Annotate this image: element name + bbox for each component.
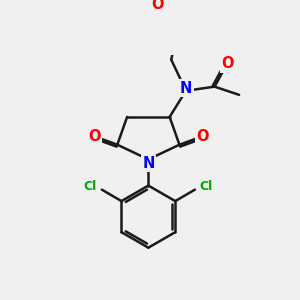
Text: O: O (151, 0, 164, 12)
Text: O: O (88, 129, 101, 144)
Text: N: N (180, 81, 192, 96)
Text: Cl: Cl (84, 180, 97, 193)
Text: Cl: Cl (200, 180, 213, 193)
Text: O: O (196, 129, 208, 144)
Text: N: N (142, 156, 154, 171)
Text: O: O (221, 56, 234, 71)
